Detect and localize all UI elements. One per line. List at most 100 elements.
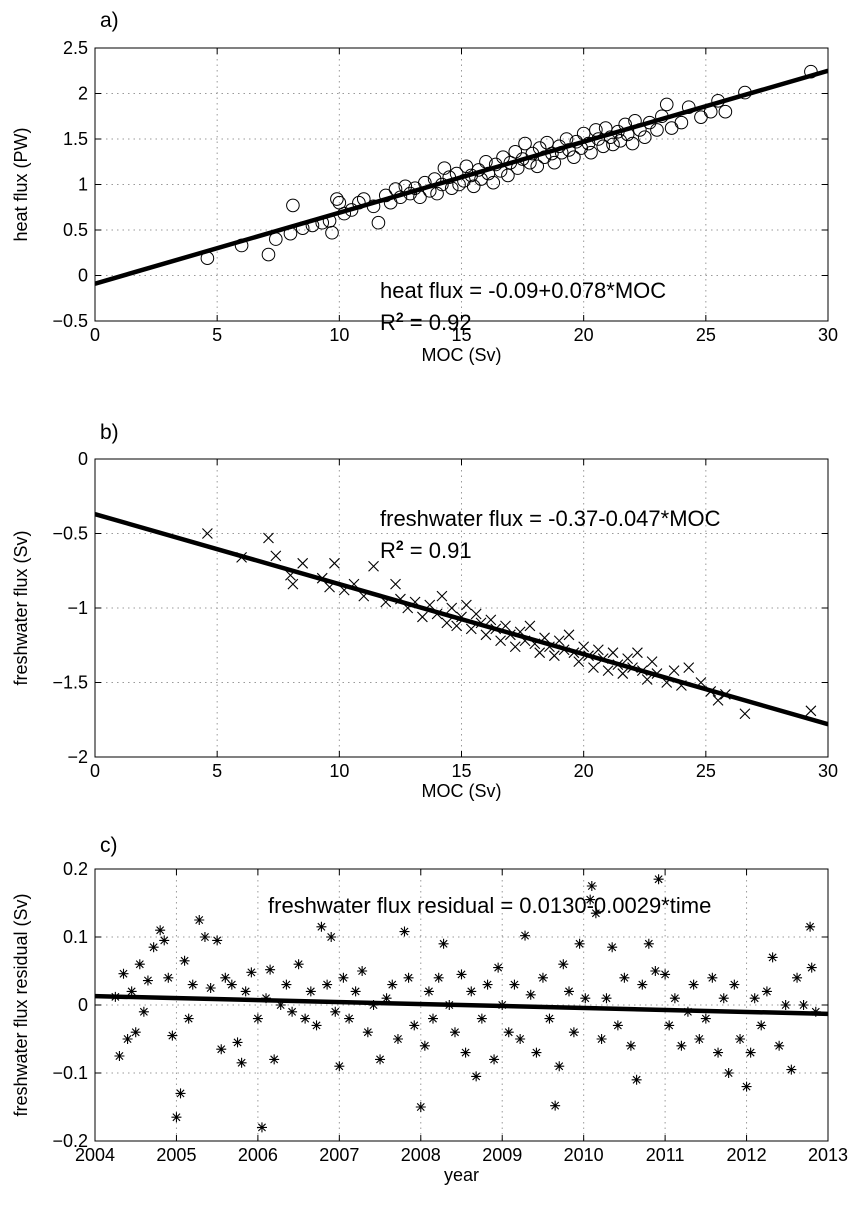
data-point <box>126 986 137 997</box>
data-point <box>590 908 601 919</box>
data-point <box>134 959 145 970</box>
y-tick-label: 0 <box>78 266 88 286</box>
data-point <box>564 986 575 997</box>
data-point <box>130 1027 141 1038</box>
y-tick-label: 0.5 <box>63 220 88 240</box>
data-point <box>632 647 643 659</box>
data-point <box>643 938 654 949</box>
data-point <box>470 608 482 620</box>
data-point <box>650 123 664 137</box>
data-point <box>637 130 652 144</box>
data-point <box>485 614 497 626</box>
data-point <box>745 1047 756 1058</box>
data-point <box>471 1071 482 1082</box>
data-point <box>741 1081 752 1092</box>
data-point <box>805 705 817 717</box>
data-point <box>252 1013 263 1024</box>
data-point <box>142 975 153 986</box>
y-tick-label: −1.5 <box>52 673 88 693</box>
data-point <box>659 97 674 112</box>
x-tick-label: 10 <box>329 761 349 781</box>
data-point <box>451 620 463 632</box>
data-point <box>596 139 611 154</box>
data-point <box>216 1044 227 1055</box>
data-point <box>723 1068 734 1078</box>
data-point <box>305 986 316 997</box>
data-point <box>806 962 817 973</box>
y-tick-label: −0.5 <box>52 311 88 331</box>
data-point <box>749 993 760 1004</box>
data-point <box>653 874 664 885</box>
x-tick-label: 20 <box>574 325 594 345</box>
data-point <box>300 1013 311 1024</box>
data-point <box>596 1034 607 1044</box>
panel-label: b) <box>100 421 119 444</box>
data-point <box>650 966 661 976</box>
data-point <box>619 972 630 983</box>
data-point <box>683 662 695 673</box>
data-point <box>486 175 501 190</box>
data-point <box>122 1034 133 1044</box>
x-tick-label: 2010 <box>564 1145 604 1165</box>
data-point <box>403 972 414 983</box>
data-point <box>423 986 434 997</box>
data-point <box>261 247 276 262</box>
data-point <box>631 1074 642 1085</box>
panel-c: 2004 2005 2006 2007 2008 2009 2010 2011 2012 2013… <box>11 834 848 1185</box>
data-point <box>167 1030 178 1041</box>
data-point <box>612 1020 623 1031</box>
data-point <box>287 1006 298 1017</box>
data-point <box>489 1054 500 1065</box>
data-point <box>436 590 448 602</box>
data-point <box>713 1047 724 1058</box>
data-point <box>330 192 344 206</box>
data-point <box>183 1013 194 1024</box>
data-point <box>520 930 531 941</box>
regression-line <box>95 511 828 727</box>
data-point <box>573 656 585 668</box>
data-point <box>438 938 449 949</box>
x-tick-label: 2009 <box>482 1145 522 1165</box>
data-point <box>437 161 452 175</box>
panel-label: a) <box>100 9 119 32</box>
data-point <box>676 1040 687 1051</box>
x-axis-label: MOC (Sv) <box>422 345 502 365</box>
data-point <box>390 578 401 590</box>
data-point <box>212 935 223 946</box>
data-point <box>456 969 467 980</box>
data-point <box>330 1006 341 1017</box>
data-point <box>625 136 640 151</box>
y-axis-label: heat flux (PW) <box>11 127 31 241</box>
data-point <box>202 528 213 539</box>
x-tick-label: 20 <box>574 761 594 781</box>
data-point <box>357 966 368 976</box>
data-point <box>293 959 304 970</box>
data-point <box>586 881 597 891</box>
data-point <box>537 972 548 983</box>
data-point <box>584 145 598 160</box>
data-point <box>171 1112 182 1123</box>
data-point <box>508 144 523 159</box>
data-point <box>718 993 729 1004</box>
data-point <box>118 968 129 979</box>
y-tick-label: −0.1 <box>52 1063 88 1083</box>
data-point <box>767 952 778 963</box>
data-point <box>344 1013 355 1024</box>
r-squared-symbol: R <box>380 538 396 563</box>
r-squared: R2 = 0.91 <box>380 537 472 563</box>
data-area <box>95 874 828 1133</box>
y-tick-label: 0 <box>78 995 88 1015</box>
x-tick-label: 30 <box>818 325 838 345</box>
data-point <box>567 150 581 164</box>
data-point <box>664 1020 675 1031</box>
data-point <box>515 1034 526 1044</box>
data-point <box>503 1027 514 1038</box>
data-point <box>329 557 340 569</box>
data-point <box>322 979 333 990</box>
data-point <box>286 198 300 213</box>
data-point <box>509 979 520 990</box>
data-point <box>607 942 618 953</box>
data-point <box>617 668 629 679</box>
data-point <box>417 611 428 623</box>
